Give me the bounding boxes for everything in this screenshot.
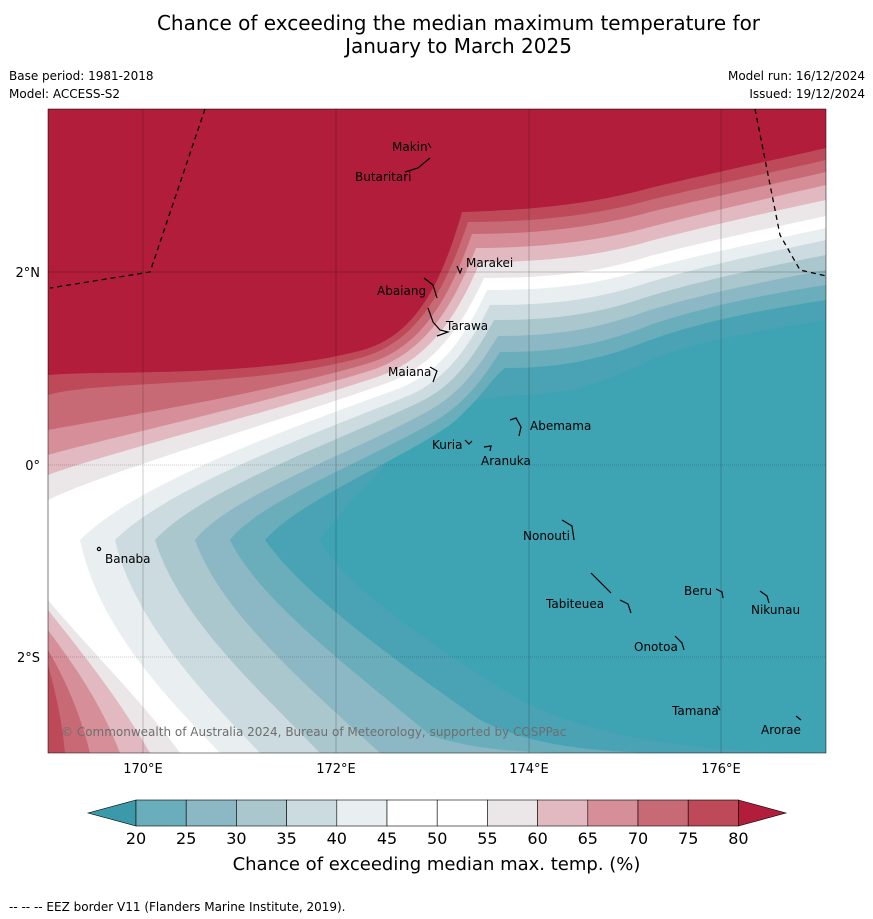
colorbar-tick: 45 [377,829,397,848]
colorbar-tick: 35 [276,829,296,848]
colorbar-segment [336,799,388,827]
place-label-abemama: Abemama [530,419,591,433]
colorbar-tick: 20 [126,829,146,848]
colorbar-segment [286,799,338,827]
colorbar-segment [185,799,237,827]
title-line-1: Chance of exceeding the median maximum t… [156,11,761,35]
place-label-maiana: Maiana [388,365,431,379]
model-name: Model: ACCESS-S2 [9,87,121,101]
place-label-banaba: Banaba [105,552,151,566]
colorbar-segment [687,799,739,827]
place-label-abaiang: Abaiang [377,284,426,298]
y-tick: 2°S [17,651,40,666]
x-tick: 170°E [123,762,163,777]
colorbar-segment [587,799,639,827]
copyright-notice: © Commonwealth of Australia 2024, Bureau… [61,725,566,739]
colorbar-segment [537,799,589,827]
base-period: Base period: 1981-2018 [9,69,154,83]
place-label-beru: Beru [684,584,712,598]
colorbar-segment [236,799,287,827]
model-run: Model run: 16/12/2024 [727,69,865,83]
band-above-80 [48,109,826,375]
colorbar-tick: 65 [578,829,598,848]
colorbar-segment [386,799,438,827]
place-label-nikunau: Nikunau [751,603,800,617]
colorbar: 20 25 30 35 40 45 50 55 60 65 70 75 80 [86,799,788,848]
colorbar-tick: 75 [678,829,698,848]
map-frame [47,108,827,754]
y-tick: 2°N [16,266,41,281]
place-label-nonouti: Nonouti [523,529,570,543]
colorbar-segment [637,799,689,827]
colorbar-segment [135,799,187,827]
eez-border [49,109,826,289]
meta-left: Base period: 1981-2018 Model: ACCESS-S2 [9,69,154,105]
place-label-tarawa: Tarawa [445,319,488,333]
x-axis-ticks: 170°E 172°E 174°E 176°E [123,762,741,777]
meta-right: Model run: 16/12/2024 Issued: 19/12/2024 [728,69,865,105]
colorbar-tick: 40 [327,829,347,848]
colorbar-tick: 50 [427,829,447,848]
map-title: Chance of exceeding the median maximum t… [0,12,873,58]
place-label-onotoa: Onotoa [634,640,678,654]
colorbar-tick: 80 [728,829,748,848]
y-axis-ticks: 2°N 0° 2°S [16,266,41,666]
colorbar-max-extension [738,799,788,827]
colorbar-tick: 55 [477,829,497,848]
place-label-marakei: Marakei [466,256,513,270]
place-labels: Makin Butaritari Marakei Abaiang Tarawa … [105,140,801,737]
x-tick: 176°E [701,762,741,777]
place-label-makin: Makin [392,140,428,154]
place-label-tabiteuea: Tabiteuea [545,597,604,611]
colorbar-tick: 70 [628,829,648,848]
colorbar-segment [487,799,538,827]
colorbar-tick: 30 [226,829,246,848]
graticule [48,109,826,753]
place-label-kuria: Kuria [432,438,463,452]
place-label-arorae: Arorae [761,723,801,737]
place-label-butaritari: Butaritari [355,170,412,184]
y-tick: 0° [25,459,40,474]
colorbar-segment [436,799,488,827]
probability-field [48,109,826,753]
colorbar-label: Chance of exceeding median max. temp. (%… [232,854,641,875]
colorbar-min-extension [86,799,137,827]
x-tick: 172°E [316,762,356,777]
title-line-2: January to March 2025 [345,34,572,58]
footer-note: -- -- -- EEZ border V11 (Flanders Marine… [9,900,346,914]
x-tick: 174°E [509,762,549,777]
colorbar-tick: 60 [527,829,547,848]
issued-date: Issued: 19/12/2024 [749,87,865,101]
colorbar-tick: 25 [176,829,196,848]
place-label-tamana: Tamana [671,704,719,718]
place-label-aranuka: Aranuka [481,454,531,468]
island-outlines [96,142,802,721]
